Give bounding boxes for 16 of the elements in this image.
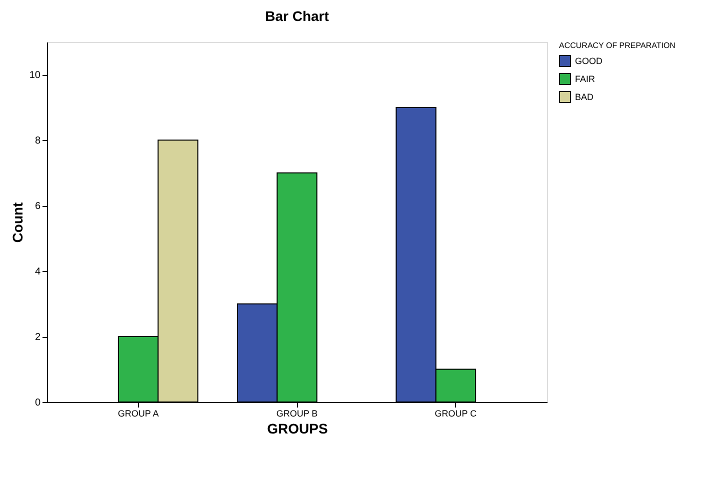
y-tick-label: 8 — [34, 136, 41, 147]
legend-title: ACCURACY OF PREPARATION — [559, 41, 676, 50]
y-tick-label: 0 — [34, 398, 41, 408]
x-axis-title: GROUPS — [267, 420, 328, 436]
y-tick-label: 2 — [34, 332, 41, 344]
y-axis-title: Count — [9, 202, 26, 243]
y-tick-label: 10 — [29, 70, 41, 82]
y-tick-label: 6 — [34, 201, 41, 212]
chart-title: Bar Chart — [265, 8, 330, 24]
legend-label: FAIR — [575, 74, 596, 84]
x-tick-label: GROUP C — [434, 408, 478, 418]
y-tick-label: 4 — [34, 266, 41, 278]
x-tick-label: GROUP A — [118, 408, 159, 418]
legend-label: GOOD — [575, 56, 603, 66]
legend-label: BAD — [575, 92, 594, 102]
x-tick-label: GROUP B — [276, 408, 318, 418]
